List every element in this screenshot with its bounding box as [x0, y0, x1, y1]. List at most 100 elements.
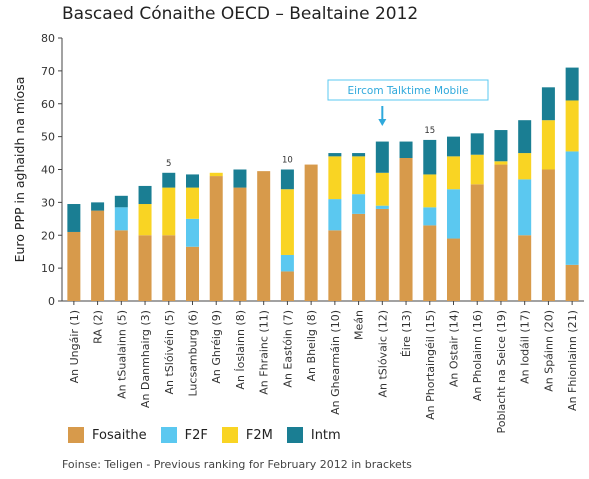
bar-segment-f2f [565, 151, 579, 265]
x-tick-label: An Eastóin (7) [281, 310, 294, 388]
bar-segment-fosaithe [67, 231, 81, 301]
bar-segment-f2m [447, 156, 460, 190]
callout-arrow-head [378, 119, 387, 126]
bar-segment-f2m [162, 187, 176, 236]
bar-segment-fosaithe [280, 271, 294, 301]
bar-stack [328, 153, 342, 301]
y-axis-title: Euro PPP in aghaidh na míosa [12, 77, 27, 263]
bar-segment-f2f [375, 205, 389, 209]
bar-stack [447, 136, 460, 301]
bar-segment-intm [233, 169, 247, 188]
bar-segment-intm [67, 204, 81, 232]
x-tick-label: RA (2) [92, 310, 105, 344]
x-tick-label: Poblacht na Seice (19) [495, 310, 508, 434]
bar-segment-fosaithe [375, 208, 389, 301]
bar-segment-f2f [447, 189, 460, 239]
bar-segment-f2m [541, 120, 555, 170]
bar-segment-fosaithe [565, 264, 579, 301]
bar-segment-fosaithe [233, 187, 247, 301]
bar-segment-f2m [494, 161, 508, 165]
bar-stack [304, 164, 318, 301]
x-tick-label: An Ghearmáin (10) [329, 310, 342, 415]
y-tick-label: 50 [41, 131, 55, 144]
bar-segment-f2m [375, 172, 389, 206]
bar-segment-intm [494, 130, 508, 162]
x-tick-label: An Fhionlainn (21) [566, 310, 579, 411]
rank-label: 10 [282, 156, 293, 166]
bar-stack [162, 172, 176, 301]
bar-segment-intm [375, 141, 389, 173]
bar-segment-intm [423, 139, 437, 175]
bar-stack [565, 67, 579, 301]
legend-item-f2m: F2M [221, 427, 273, 443]
bar-stack [186, 174, 199, 301]
bar-segment-f2m [518, 153, 532, 180]
y-tick-label: 30 [41, 196, 55, 209]
bar-segment-intm [470, 133, 484, 155]
bar-stack [470, 133, 484, 301]
y-tick-label: 10 [41, 262, 55, 275]
bar-segment-f2m [328, 156, 342, 200]
x-tick-label: An tSlóvaic (12) [376, 310, 389, 398]
bar-segment-f2m [423, 174, 437, 208]
bar-stack [423, 139, 437, 301]
bar-segment-fosaithe [328, 230, 342, 301]
x-tick-label: An Danmhairg (3) [139, 310, 152, 408]
y-tick-label: 60 [41, 98, 55, 111]
bar-segment-fosaithe [138, 235, 152, 301]
x-tick-label: An Ostair (14) [448, 310, 461, 387]
rank-label: 5 [166, 159, 171, 169]
bar-segment-fosaithe [209, 176, 223, 301]
bar-stack [209, 172, 223, 301]
y-tick-label: 80 [41, 32, 55, 45]
y-tick-label: 70 [41, 65, 55, 78]
bar-segment-fosaithe [352, 213, 366, 301]
legend-swatch [68, 427, 84, 443]
x-tick-label: An Spáinn (20) [542, 310, 555, 392]
bar-segment-intm [518, 120, 532, 154]
bar-segment-intm [186, 174, 199, 188]
rank-label: 15 [424, 126, 435, 136]
callout-label: Eircom Talktime Mobile [347, 85, 468, 97]
x-tick-label: Éire (13) [400, 310, 413, 357]
bar-segment-f2m [280, 189, 294, 255]
bar-segment-f2f [114, 207, 128, 231]
legend-label: F2F [184, 427, 208, 443]
bar-segment-fosaithe [114, 230, 128, 301]
bar-segment-intm [138, 185, 152, 205]
x-tick-label: An Iodáil (17) [519, 310, 532, 384]
legend-item-f2f: F2F [160, 427, 208, 443]
legend-item-fosaithe: Fosaithe [68, 427, 147, 443]
legend-swatch [286, 427, 303, 443]
bar-stack [67, 204, 81, 301]
bar-stack [91, 202, 105, 301]
x-tick-label: An Ungáir (1) [68, 310, 81, 383]
bar-segment-f2m [186, 187, 199, 219]
callout-box [327, 79, 489, 101]
bar-segment-fosaithe [447, 238, 460, 301]
legend-swatch [221, 427, 238, 443]
bar-stack [233, 169, 247, 301]
bar-stack [541, 87, 555, 301]
bar-segment-fosaithe [494, 164, 508, 301]
bar-segment-intm [328, 153, 342, 157]
x-tick-label: An tSlóivéin (5) [163, 310, 176, 395]
y-tick-label: 0 [48, 295, 55, 308]
legend: Fosaithe F2F F2M Intm [68, 427, 341, 443]
legend-swatch [160, 427, 177, 443]
bar-segment-intm [91, 202, 105, 211]
bar-stack [280, 169, 294, 301]
bar-segment-intm [565, 67, 579, 101]
x-tick-label: Meán [353, 310, 366, 340]
bar-segment-intm [541, 87, 555, 121]
source-note: Foinse: Teligen - Previous ranking for F… [62, 458, 412, 471]
bar-segment-intm [114, 195, 128, 208]
bar-stack [399, 141, 413, 301]
chart-title: Bascaed Cónaithe OECD – Bealtaine 2012 [62, 4, 419, 24]
bar-segment-intm [352, 153, 366, 157]
bar-stack [518, 120, 532, 301]
bar-segment-f2f [352, 194, 366, 214]
bar-stack [114, 195, 128, 301]
bar-segment-fosaithe [518, 235, 532, 301]
